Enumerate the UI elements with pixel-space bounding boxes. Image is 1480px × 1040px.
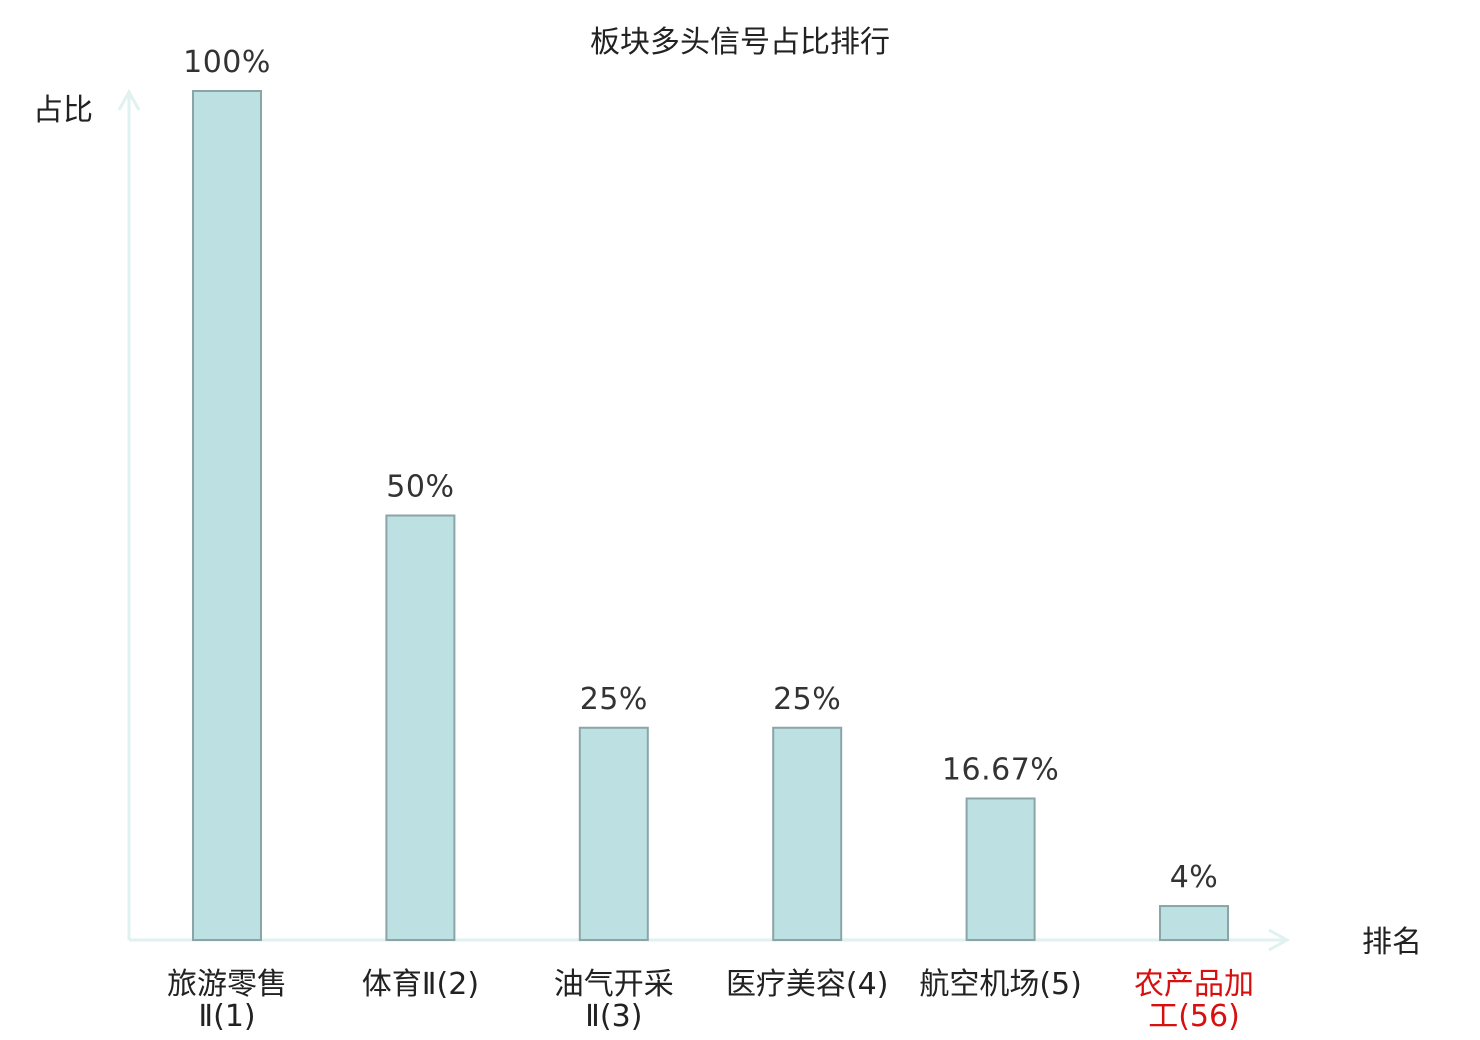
value-label-1: 100% [183, 45, 271, 80]
value-label-5: 16.67% [942, 752, 1059, 787]
value-labels-group: 100% 50% 25% 25% 16.67% 4% [183, 45, 1218, 895]
bar-3 [578, 726, 649, 941]
bar-2 [385, 514, 456, 941]
category-label-5-line-1: 航空机场(5) [919, 967, 1082, 1002]
x-axis [129, 928, 1291, 952]
category-label-4-line-1: 医疗美容(4) [726, 967, 889, 1002]
category-label-3-line-2: Ⅱ(3) [585, 999, 642, 1034]
bar-4 [772, 726, 843, 941]
value-label-4: 25% [773, 682, 841, 717]
category-label-3-line-1: 油气开采 [554, 967, 674, 1002]
y-axis [117, 88, 141, 940]
chart-title: 板块多头信号占比排行 [590, 25, 890, 60]
category-label-2-line-1: 体育Ⅱ(2) [362, 967, 479, 1002]
bar-6 [1159, 905, 1229, 941]
category-label-1-line-2: Ⅱ(1) [198, 999, 255, 1034]
category-label-6-line-2: 工(56) [1148, 999, 1240, 1034]
bar-5 [965, 797, 1036, 941]
category-label-1-line-1: 旅游零售 [167, 967, 287, 1002]
value-label-3: 25% [580, 682, 648, 717]
bar-1 [192, 90, 262, 941]
bars-group [192, 90, 1229, 941]
value-label-6: 4% [1170, 860, 1219, 895]
value-label-2: 50% [386, 470, 454, 505]
x-axis-label: 排名 [1362, 925, 1422, 960]
y-axis-label: 占比 [33, 93, 93, 128]
category-label-6-line-1: 农产品加 [1134, 967, 1254, 1002]
